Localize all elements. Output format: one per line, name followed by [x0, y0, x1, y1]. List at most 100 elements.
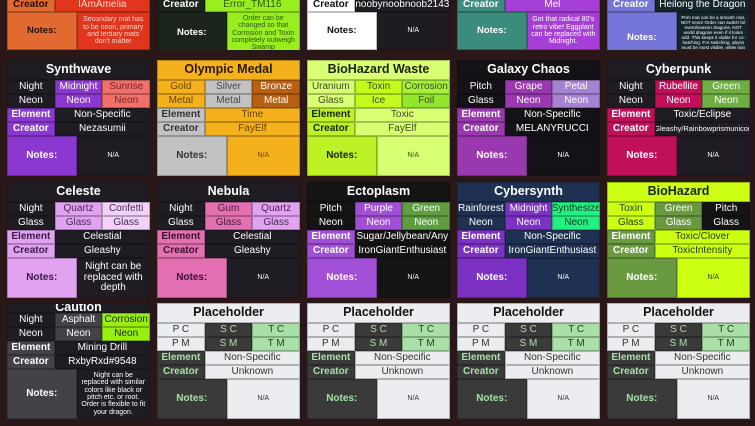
mat-cell: Toxin [354, 80, 403, 94]
creator-label: Creator [307, 365, 355, 379]
mat-type: Night [157, 202, 205, 216]
notes-row: Notes: N/A [157, 258, 300, 298]
element-label: Element [607, 230, 655, 244]
element-value: Non-Specific [204, 351, 300, 365]
notes-label: Notes: [7, 136, 77, 176]
mat-cell: Midnight [54, 80, 103, 94]
creator-label: Creator [7, 244, 55, 258]
mat-cell: Midnight [504, 202, 553, 216]
mat-row: Neon Neon Neon [7, 326, 150, 341]
element-label: Element [157, 230, 205, 244]
element-label: Element [307, 351, 355, 365]
mat-cell: Silver [204, 80, 253, 94]
notes-value: N/A [376, 258, 450, 298]
card-title: Ectoplasm [307, 182, 450, 202]
mat-row: Rainforest Midnight Synthesize [457, 202, 600, 216]
element-value: Non-Specific [54, 108, 150, 122]
notes-row: Notes: N/A [157, 379, 300, 419]
mat-cell: T C [552, 323, 600, 337]
creator-row: Creator IronGiantEnthusiast [307, 244, 450, 258]
element-label: Element [457, 230, 505, 244]
mat-row: Neon Neon Neon [457, 216, 600, 230]
mat-row: Toxin Green Pitch [607, 202, 750, 216]
card-title: BioHazard [607, 182, 750, 202]
element-row: Element Mining Drill [7, 340, 150, 355]
mat-cell: Glass [252, 216, 300, 230]
mat-cell: Glass [204, 216, 253, 230]
notes-label: Notes: [457, 136, 527, 176]
mat-row: Night Quartz Confetti [7, 202, 150, 216]
mat-cell: Quartz [54, 202, 103, 216]
palette-card: Nebula Night Gum Quartz Glass Glass Glass Eleme… [157, 182, 300, 298]
notes-value: N/A [376, 136, 450, 176]
mat-cell: Grape [504, 80, 553, 94]
element-label: Element [157, 108, 205, 122]
mat-cell: Neon [552, 216, 600, 230]
creator-row: Creator noobynoobnoob2143 [307, 0, 450, 12]
card-title: BioHazard Waste [307, 60, 450, 80]
palette-card: Galaxy Chaos Pitch Grape Petal Glass Neon Neon… [457, 60, 600, 176]
creator-value: Gleashy [54, 244, 150, 258]
element-row: Element Celestial [157, 230, 300, 244]
mat-type: P M [457, 337, 505, 351]
element-value: Non-Specific [504, 230, 600, 244]
element-value: Toxic/Eclipse [654, 108, 750, 122]
element-value: Non-Specific [504, 108, 600, 122]
notes-label: Notes: [157, 12, 227, 50]
element-row: Element Toxic/Eclipse [607, 108, 750, 122]
card-title: Placeholder [457, 303, 600, 323]
creator-row: Creator RxbyRxd#9548 [7, 354, 150, 369]
mat-row: Night Rubellite Green [607, 80, 750, 94]
creator-row: Creator Gleashy [157, 244, 300, 258]
notes-label: Notes: [307, 136, 377, 176]
notes-label: Notes: [307, 379, 377, 419]
notes-value: N/A [226, 136, 300, 176]
notes-label: Notes: [457, 12, 527, 50]
creator-label: Creator [307, 0, 355, 12]
mat-cell: S C [654, 323, 703, 337]
notes-label: Notes: [607, 12, 677, 50]
creator-value: ToxicIntensity [654, 244, 750, 258]
notes-row: Notes: Night can be replaced with depth [7, 258, 150, 298]
mat-type: P C [607, 323, 655, 337]
element-value: Celestial [204, 230, 300, 244]
creator-value: IAmAmelia [54, 0, 150, 12]
notes-value: Night can be replaced with depth [76, 258, 150, 298]
palette-card-partial: Creator Mel Notes: Got that radical 80's re… [457, 0, 600, 50]
notes-row: Notes: N/A [307, 379, 450, 419]
notes-value: Prim mat can be a smooth mat, NOT neon! … [676, 12, 750, 50]
creator-value: Unknown [354, 365, 450, 379]
mat-cell: Neon [102, 94, 150, 108]
card-title: Caution [7, 303, 150, 313]
notes-value: N/A [226, 258, 300, 298]
element-row: Element Time [157, 108, 300, 122]
mat-cell: Quartz [252, 202, 300, 216]
creator-row: Creator Unknown [607, 365, 750, 379]
mat-row: Glass Neon Neon [457, 94, 600, 108]
notes-row: Notes: N/A [607, 258, 750, 298]
creator-value: RxbyRxd#9548 [54, 354, 150, 369]
mat-cell: Sunrise [102, 80, 150, 94]
mat-cell: Glass [54, 216, 103, 230]
mat-cell: Neon [504, 94, 553, 108]
element-value: Celestial [54, 230, 150, 244]
mat-cell: Neon [402, 216, 450, 230]
mat-cell: S M [654, 337, 703, 351]
mat-cell: T C [252, 323, 300, 337]
creator-row: Creator Mel [457, 0, 600, 12]
notes-label: Notes: [157, 258, 227, 298]
creator-row: Creator Error_TM116 [157, 0, 300, 12]
notes-value: N/A [526, 136, 600, 176]
notes-value: N/A [376, 12, 450, 50]
creator-value: IronGiantEnthusiast [354, 244, 450, 258]
creator-value: FayElf [354, 122, 450, 136]
notes-value: N/A [676, 379, 750, 419]
palette-card: Olympic Medal Gold Silver Bronze Metal Metal M… [157, 60, 300, 176]
creator-value: Error_TM116 [204, 0, 300, 12]
